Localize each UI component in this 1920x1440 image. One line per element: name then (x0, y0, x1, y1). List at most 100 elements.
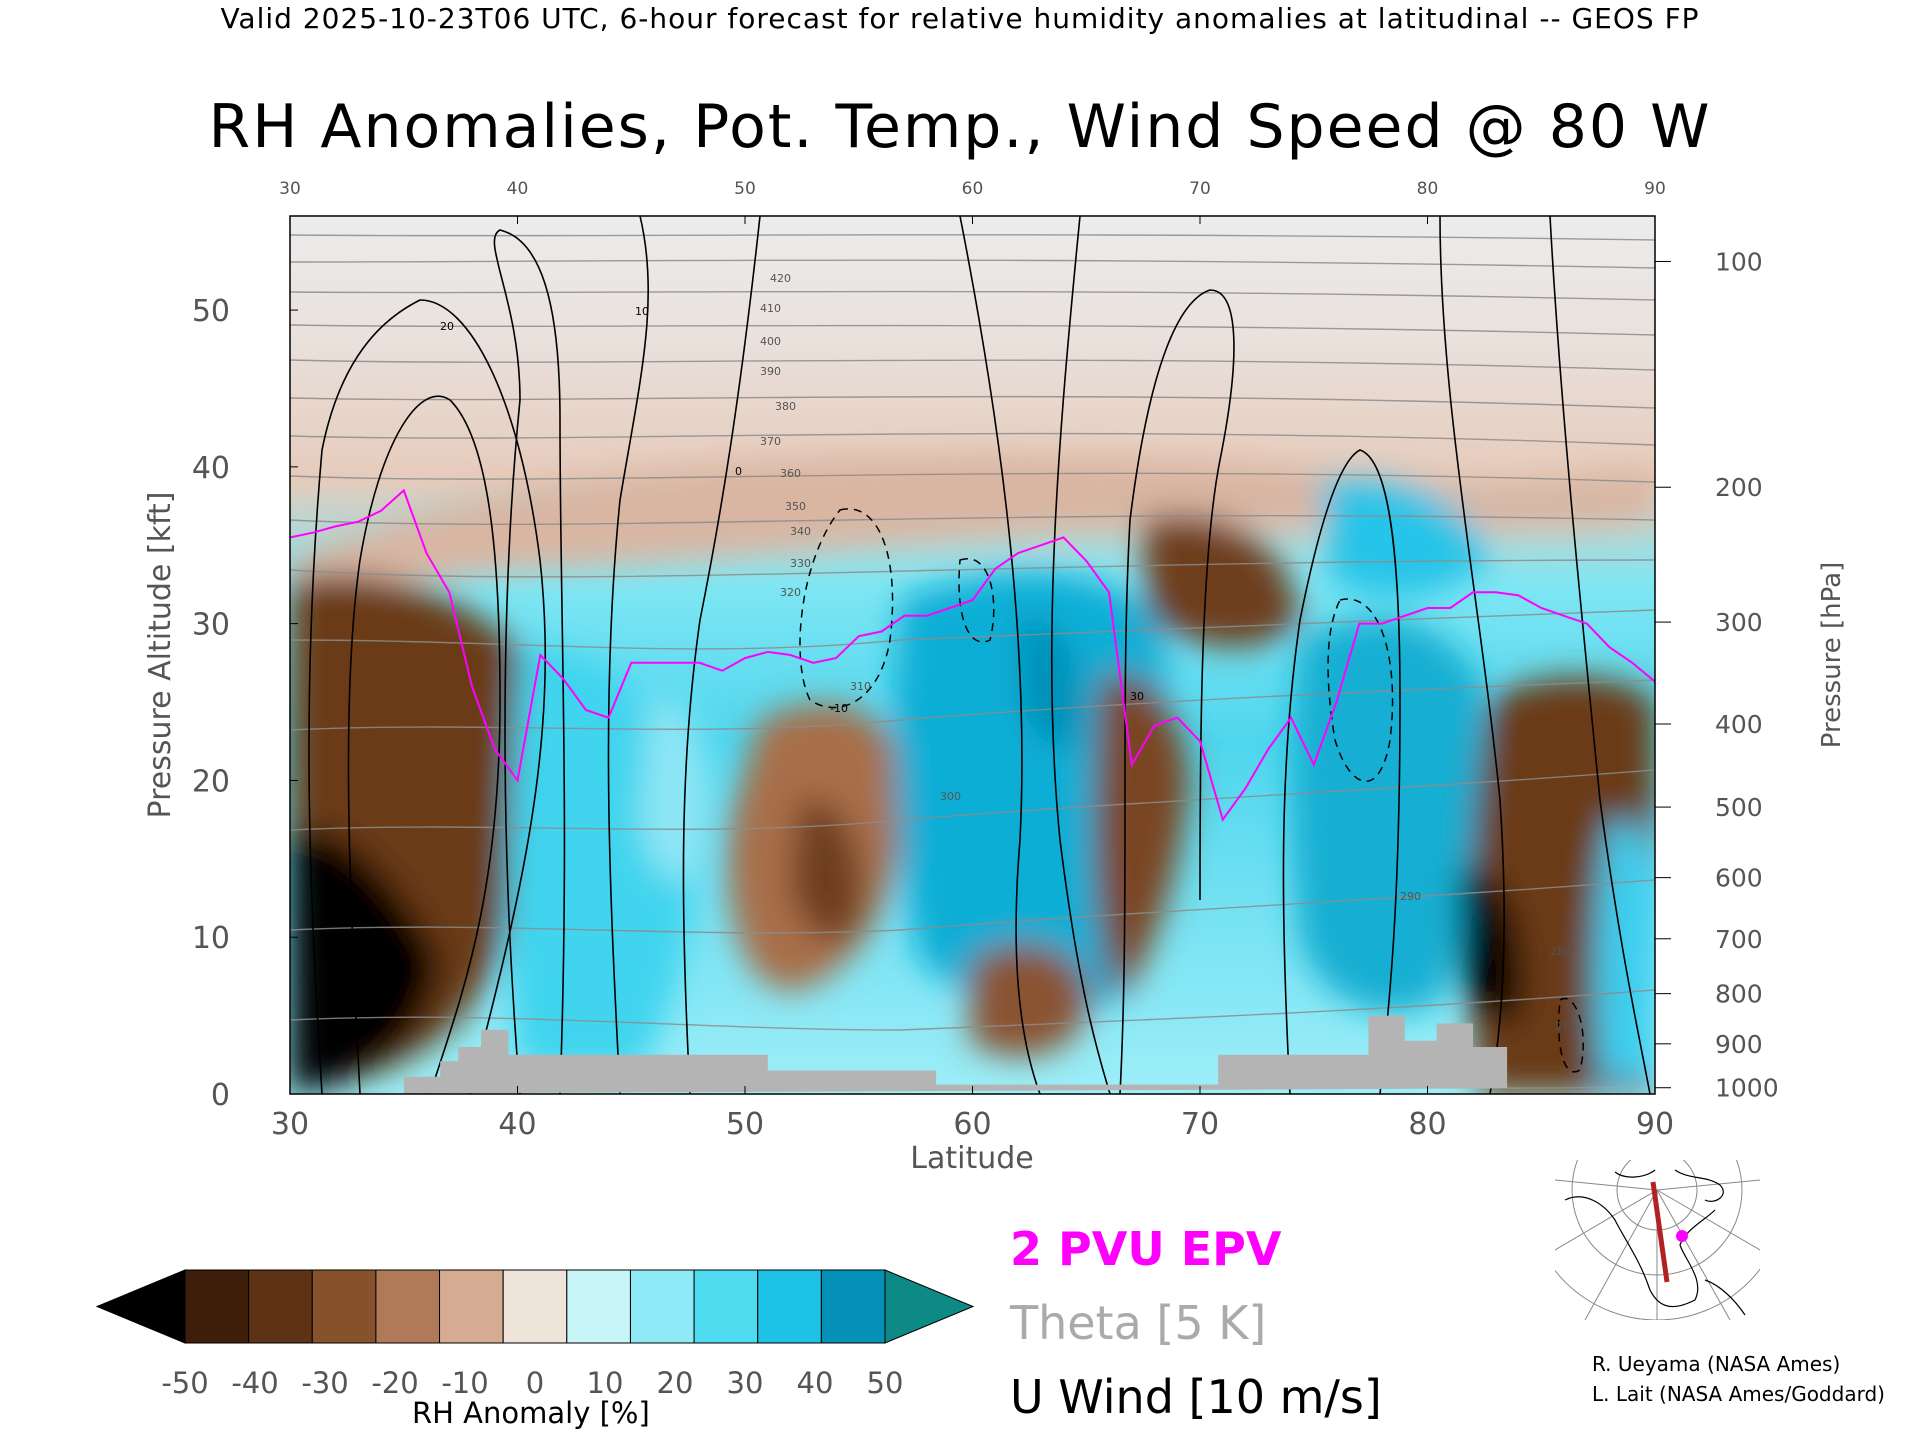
theta-contour-label: 280 (1550, 945, 1571, 958)
theta-contour-label: 340 (790, 525, 811, 538)
wind-contour-label: 0 (735, 465, 742, 478)
colorbar-label: RH Anomaly [%] (412, 1396, 650, 1430)
contour-labels: 2702802903003103203303403503603703803904… (440, 272, 1576, 1033)
wind-contour-label: 30 (1130, 690, 1144, 703)
colorbar-segment (566, 1269, 631, 1344)
colorbar-segment (439, 1269, 504, 1344)
x-tick-label: 50 (726, 1107, 764, 1142)
colorbar-tick-label: -20 (371, 1366, 418, 1400)
pressure-tick-label: 100 (1715, 247, 1763, 276)
u-wind-contours (308, 216, 1651, 1094)
wind-contour-label: 20 (440, 320, 454, 333)
legend-uwind: U Wind [10 m/s] (1010, 1370, 1382, 1424)
u-wind-negative-contours (799, 508, 1584, 1073)
colorbar-tick-label: 50 (867, 1366, 904, 1400)
x-axis-label: Latitude (910, 1141, 1033, 1176)
colorbar-segment (311, 1269, 377, 1344)
credit-line-1: R. Ueyama (NASA Ames) (1592, 1352, 1841, 1376)
top-x-tick-label: 40 (507, 179, 529, 199)
pressure-tick-label: 200 (1715, 473, 1763, 502)
theta-contour-label: 300 (940, 790, 961, 803)
theta-contour-label: 410 (760, 302, 781, 315)
top-x-tick-label: 50 (734, 179, 756, 199)
pressure-axis-label: Pressure [hPa] (1817, 562, 1847, 749)
top-x-tick-label: 90 (1644, 179, 1666, 199)
wind-contour-label: -10 (830, 702, 848, 715)
colorbar-tick-label: -10 (441, 1366, 488, 1400)
colorbar-under-arrow (95, 1269, 186, 1344)
y-tick-label: 10 (192, 921, 230, 956)
y-axis-label: Pressure Altitude [kft] (143, 492, 178, 819)
pressure-tick-label: 500 (1715, 793, 1763, 822)
pressure-tick-label: 600 (1715, 864, 1763, 893)
colorbar-segment (502, 1269, 568, 1344)
colorbar-tick-label: 40 (797, 1366, 834, 1400)
theta-contour-label: 350 (785, 500, 806, 513)
top-x-tick-label: 80 (1417, 179, 1439, 199)
colorbar-tick-label: -50 (161, 1366, 208, 1400)
colorbar-segment (184, 1269, 250, 1344)
rh-anomaly-field (290, 456, 1655, 1094)
colorbar-segment (375, 1269, 441, 1344)
theta-contours (290, 234, 1655, 1031)
colorbar-segment (629, 1269, 695, 1344)
theta-contour-label: 380 (775, 400, 796, 413)
x-tick-label: 70 (1181, 1107, 1219, 1142)
x-tick-label: 40 (498, 1107, 536, 1142)
wind-contour-label: 10 (635, 305, 649, 318)
theta-contour-label: 310 (850, 680, 871, 693)
colorbar-tick-label: 10 (587, 1366, 624, 1400)
top-x-axis: 30 40 50 60 70 80 90 (279, 179, 1666, 224)
credit-line-2: L. Lait (NASA Ames/Goddard) (1592, 1382, 1885, 1406)
x-tick-label: 30 (271, 1107, 309, 1142)
colorbar-segment (757, 1269, 822, 1344)
epv-2pvu-line (290, 488, 1655, 822)
legend-epv: 2 PVU EPV (1010, 1222, 1282, 1276)
pressure-tick-label: 700 (1715, 925, 1763, 954)
colorbar-tick-label: -30 (301, 1366, 348, 1400)
top-x-tick-label: 70 (1189, 179, 1211, 199)
theta-contour-label: 420 (770, 272, 791, 285)
y-axis: 0 10 20 30 40 50 (192, 294, 298, 1113)
theta-contour-label: 360 (780, 467, 801, 480)
cross-section-location-map (1555, 1160, 1760, 1320)
y-tick-label: 50 (192, 294, 230, 329)
colorbar-segment (248, 1269, 313, 1344)
terrain-mask (290, 1015, 1655, 1094)
colorbar-tick-label: 20 (657, 1366, 694, 1400)
colorbar-tick-label: -40 (231, 1366, 278, 1400)
colorbar-tick-label: 30 (727, 1366, 764, 1400)
x-tick-label: 80 (1408, 1107, 1446, 1142)
y-tick-label: 20 (192, 764, 230, 799)
theta-contour-label: 320 (780, 586, 801, 599)
theta-contour-label: 270 (1555, 1020, 1576, 1033)
pressure-tick-label: 400 (1715, 710, 1763, 739)
top-x-tick-label: 60 (962, 179, 984, 199)
theta-contour-label: 330 (790, 557, 811, 570)
colorbar-segment (693, 1269, 759, 1344)
colorbar-tick-label: 0 (526, 1366, 544, 1400)
legend-theta: Theta [5 K] (1010, 1296, 1267, 1350)
y-tick-label: 0 (211, 1078, 230, 1113)
x-tick-label: 90 (1636, 1107, 1674, 1142)
theta-contour-label: 390 (760, 365, 781, 378)
y-tick-label: 40 (192, 451, 230, 486)
chart-title: RH Anomalies, Pot. Temp., Wind Speed @ 8… (208, 92, 1712, 162)
colorbar-segment (820, 1269, 886, 1344)
pressure-tick-label: 1000 (1715, 1074, 1779, 1103)
colorbar-over-arrow (884, 1269, 975, 1344)
y-tick-label: 30 (192, 608, 230, 643)
theta-contour-label: 400 (760, 335, 781, 348)
pressure-tick-label: 800 (1715, 980, 1763, 1009)
super-title: Valid 2025-10-23T06 UTC, 6-hour forecast… (220, 2, 1700, 35)
rh-colorbar: -50 -40 -30 -20 -10 0 10 20 30 40 50 (95, 1269, 975, 1400)
x-tick-label: 60 (953, 1107, 991, 1142)
top-x-tick-label: 30 (279, 179, 301, 199)
pressure-axis: 100 200 300 400 500 600 700 800 900 1000 (1655, 247, 1779, 1103)
pressure-tick-label: 300 (1715, 608, 1763, 637)
x-axis: 30 40 50 60 70 80 90 (271, 1086, 1674, 1142)
theta-contour-label: 370 (760, 435, 781, 448)
pressure-tick-label: 900 (1715, 1030, 1763, 1059)
theta-contour-label: 290 (1400, 890, 1421, 903)
